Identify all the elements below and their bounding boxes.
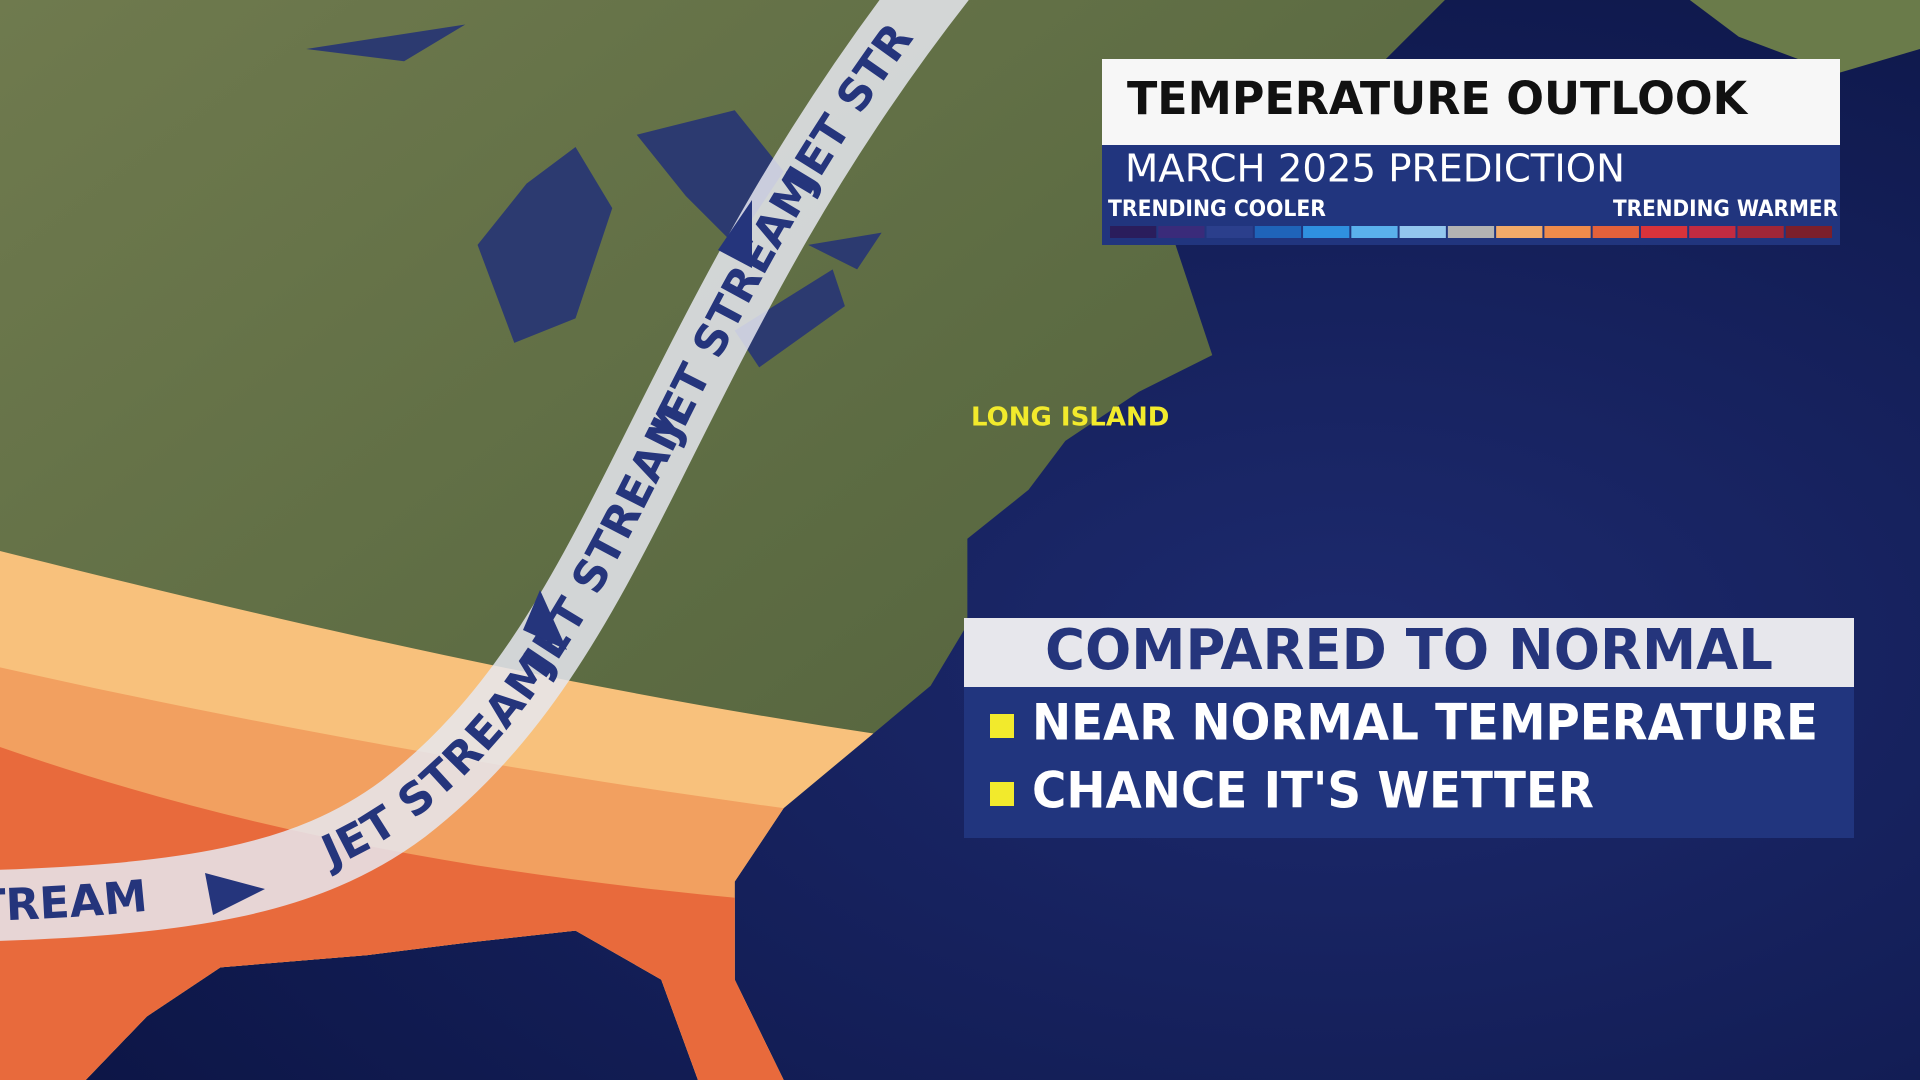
bullet (990, 782, 1014, 806)
title: TEMPERATURE OUTLOOK (1127, 72, 1749, 125)
color-scale (1110, 226, 1832, 238)
panel-title: COMPARED TO NORMAL (1045, 618, 1773, 683)
scale-swatch (1399, 226, 1446, 238)
panel-item: NEAR NORMAL TEMPERATURE (1032, 694, 1818, 752)
scale-swatch (1640, 226, 1688, 238)
panel-items: NEAR NORMAL TEMPERATURE CHANCE IT'S WETTE… (990, 694, 1818, 820)
panel-item: CHANCE IT'S WETTER (1032, 762, 1594, 820)
subtitle: MARCH 2025 PREDICTION (1125, 147, 1625, 191)
scale-swatch (1785, 226, 1832, 238)
scale-high-label: TRENDING WARMER (1613, 197, 1838, 222)
scale-swatch (1206, 226, 1253, 238)
scale-swatch (1544, 226, 1591, 238)
scale-swatch (1303, 226, 1350, 238)
title-box (1102, 59, 1840, 145)
panel-header (964, 618, 1854, 687)
bullet (990, 714, 1014, 738)
jet-stream-arrows (205, 200, 752, 915)
scale-swatch (1110, 226, 1157, 238)
scale-swatch (1737, 226, 1784, 238)
scale-swatch (1158, 226, 1205, 238)
scale-swatch (1351, 226, 1398, 238)
scale-swatch (1447, 226, 1495, 238)
jet-stream-label: TREAM (0, 871, 150, 932)
place-label: LONG ISLAND (971, 403, 1169, 433)
scale-low-label: TRENDING COOLER (1108, 197, 1326, 222)
scale-swatch (1689, 226, 1736, 238)
scale-swatch (1496, 226, 1543, 238)
jet-stream-label-text: TREAM (0, 871, 150, 932)
scale-swatch (1254, 226, 1302, 238)
scale-swatch (1592, 226, 1639, 238)
